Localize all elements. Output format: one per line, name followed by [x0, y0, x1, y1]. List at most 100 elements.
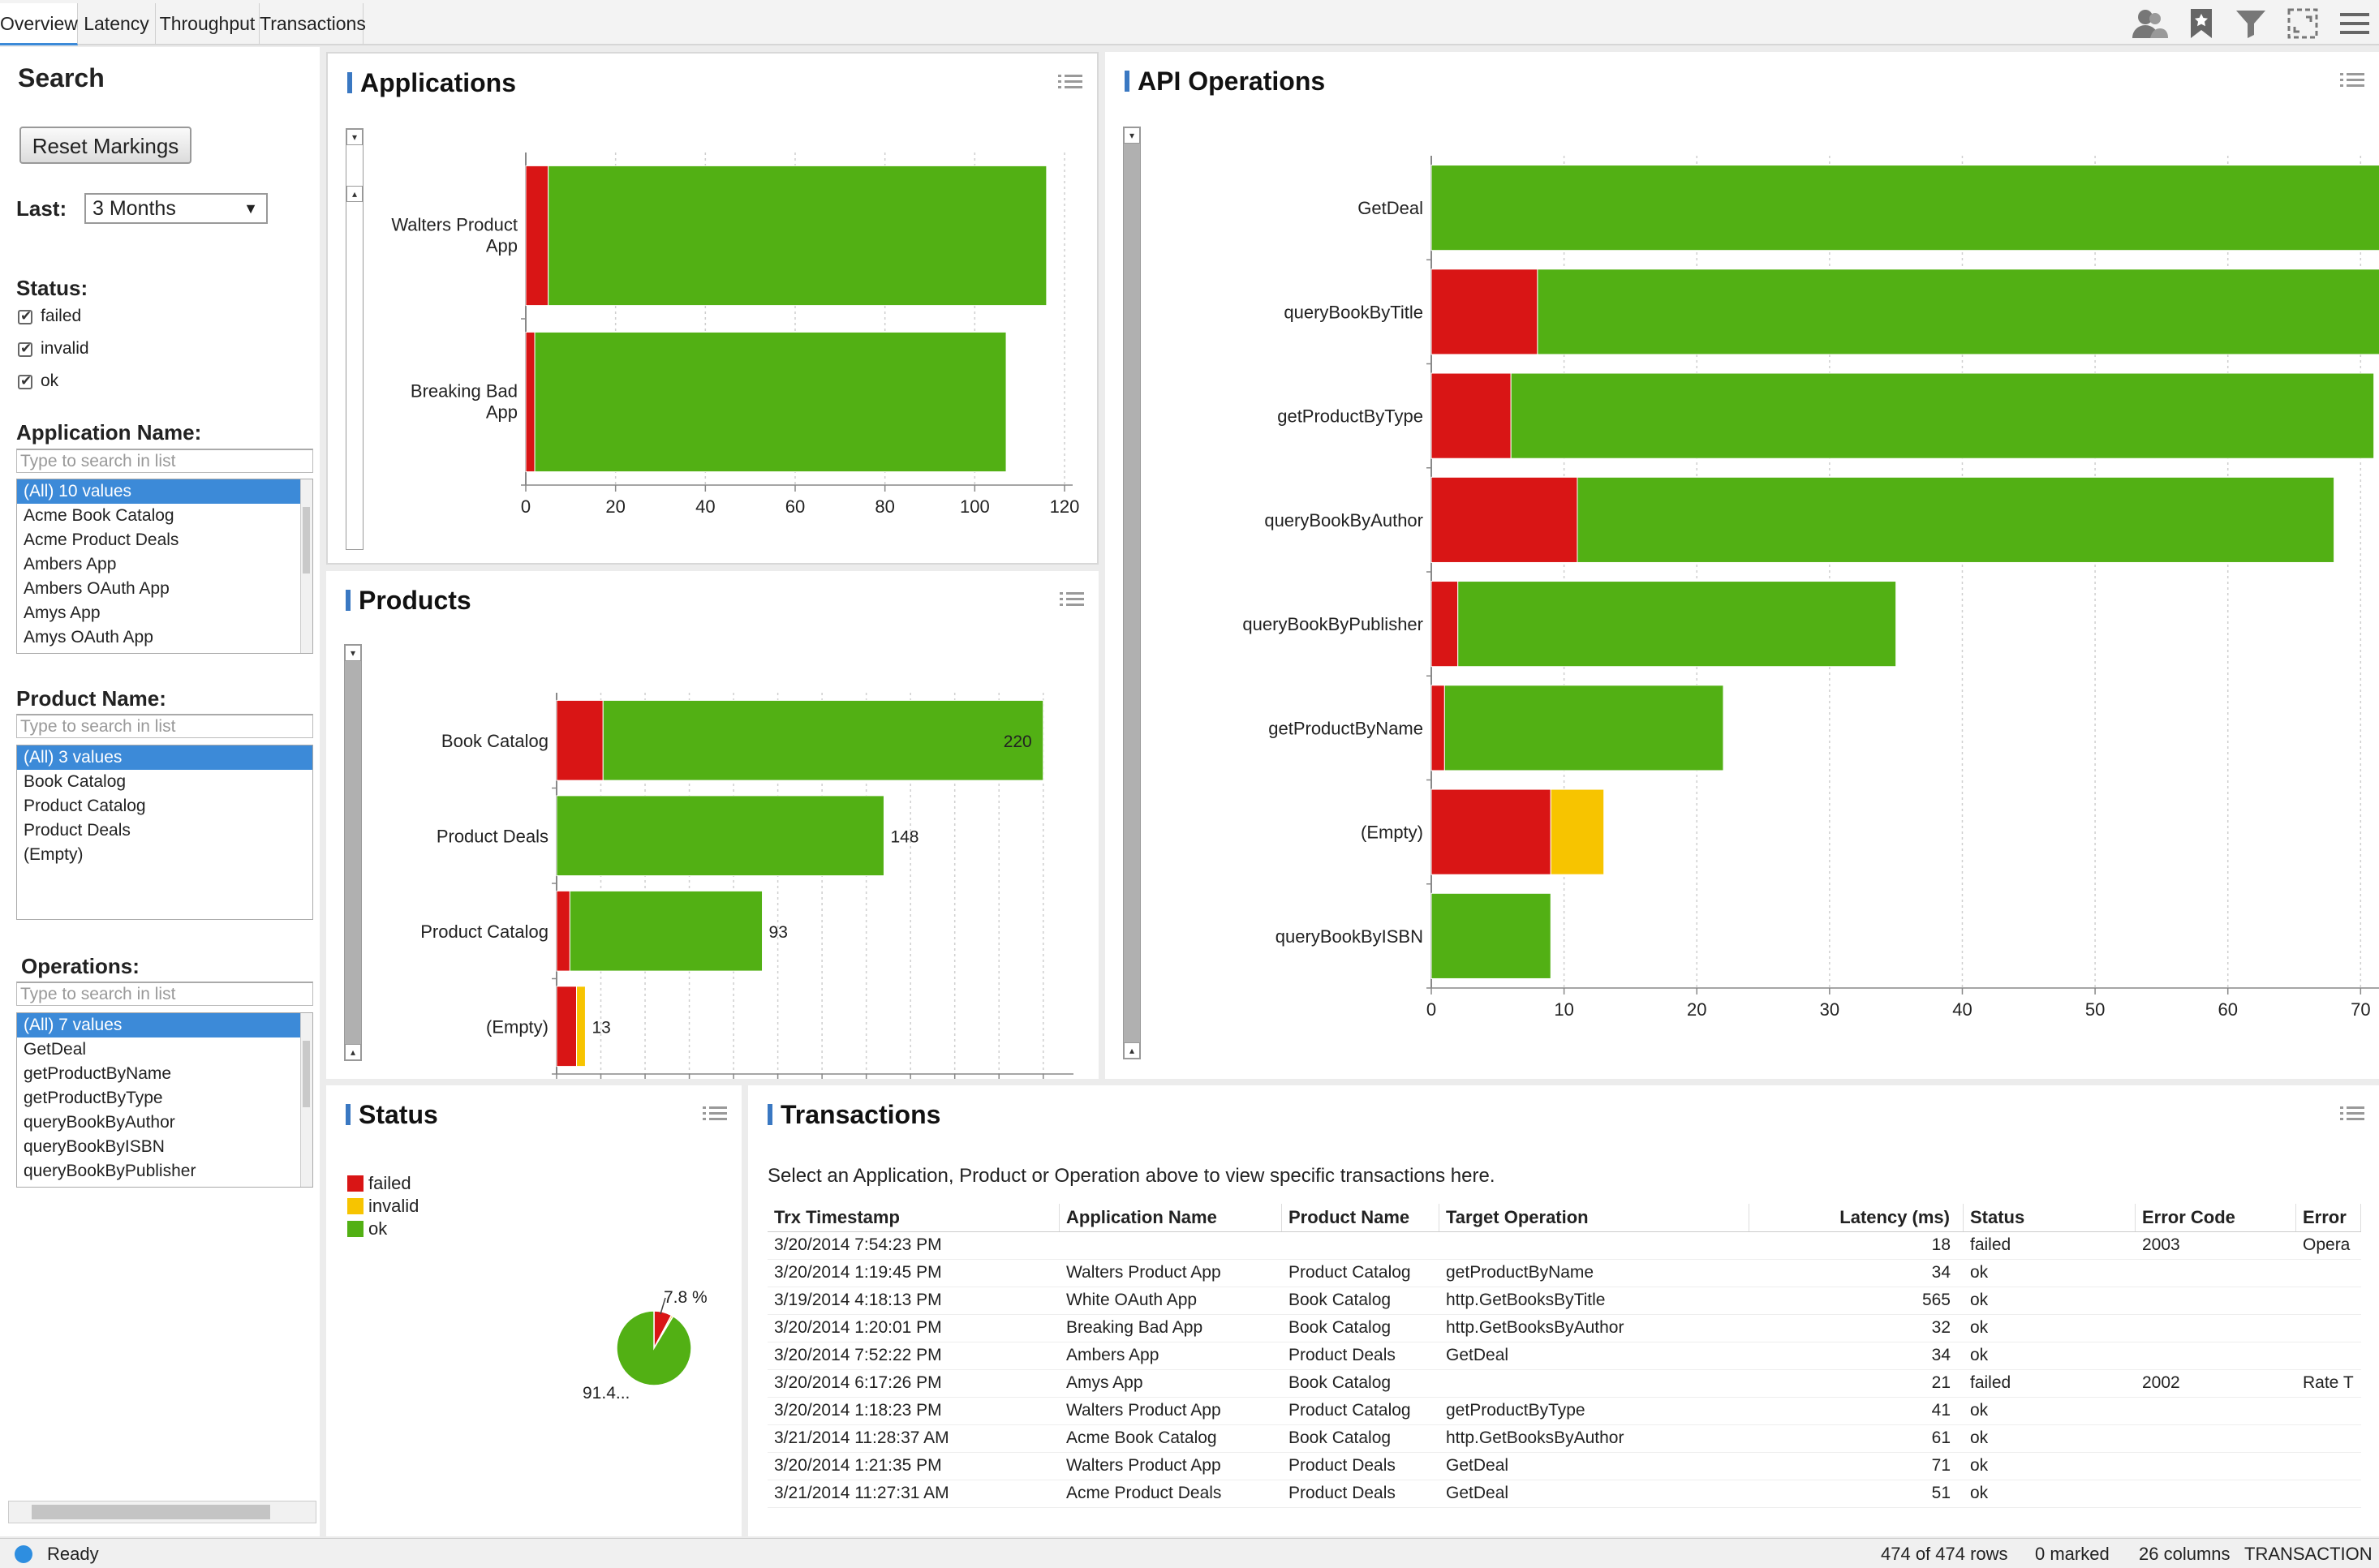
bar-segment-invalid[interactable] [576, 986, 586, 1068]
bar-segment-ok[interactable] [1510, 372, 2375, 459]
bar-segment-failed[interactable] [1430, 581, 1459, 668]
column-header[interactable]: Status [1964, 1204, 2136, 1231]
bar-segment-failed[interactable] [525, 331, 536, 473]
product-listbox[interactable]: (All) 3 values Book Catalog Product Catalo… [16, 745, 313, 920]
table-row[interactable]: 3/21/2014 11:28:37 AM Acme Book Catalog Bo… [768, 1424, 2361, 1453]
chart-scrollbar[interactable]: ▾ ▴ [346, 128, 364, 550]
column-header[interactable]: Latency (ms) [1749, 1204, 1964, 1231]
list-menu-icon[interactable] [1058, 73, 1082, 91]
sidebar-hscrollbar[interactable] [8, 1501, 316, 1523]
bar-segment-ok[interactable] [1443, 685, 1724, 771]
ops-search-input[interactable]: Type to search in list [16, 982, 313, 1006]
column-header[interactable]: Error [2296, 1204, 2361, 1231]
ops-list-item[interactable]: queryBookByAuthor [24, 1113, 175, 1132]
product-list-item[interactable]: (Empty) [24, 845, 84, 864]
table-row[interactable]: 3/20/2014 1:20:01 PM Breaking Bad App Book… [768, 1314, 2361, 1342]
bar-segment-failed[interactable] [556, 890, 570, 972]
list-menu-icon[interactable] [2340, 1105, 2364, 1123]
category-label[interactable]: queryBookByTitle [1284, 302, 1423, 322]
category-label[interactable]: queryBookByAuthor [1264, 510, 1423, 531]
bar-segment-ok[interactable] [548, 165, 1048, 307]
table-row[interactable]: 3/20/2014 6:17:26 PM Amys App Book Catalog… [768, 1369, 2361, 1398]
legend-item-ok[interactable]: ok [347, 1218, 387, 1239]
app-list-item[interactable]: Amys OAuth App [24, 628, 153, 647]
scroll-thumb-icon[interactable]: ▴ [346, 186, 363, 202]
tab-transactions[interactable]: Transactions [260, 3, 366, 44]
product-list-item[interactable]: Book Catalog [24, 772, 127, 791]
table-row[interactable]: 3/20/2014 1:18:23 PM Walters Product App P… [768, 1397, 2361, 1425]
chart-scrollbar[interactable]: ▾ ▴ [344, 644, 362, 1061]
bar-segment-ok[interactable] [602, 699, 1044, 781]
status-checkbox-failed[interactable]: failed [18, 307, 81, 326]
column-header[interactable]: Application Name [1060, 1204, 1282, 1231]
bar-segment-failed[interactable] [556, 699, 604, 781]
bar-segment-failed[interactable] [1430, 685, 1445, 771]
bar-segment-ok[interactable] [569, 890, 764, 972]
bookmark-icon[interactable] [2188, 7, 2215, 40]
app-list-item[interactable]: Amys App [24, 604, 101, 622]
table-row[interactable]: 3/20/2014 7:52:22 PM Ambers App Product De… [768, 1342, 2361, 1370]
bar-segment-ok[interactable] [534, 331, 1007, 473]
status-checkbox-invalid[interactable]: invalid [18, 339, 89, 359]
scroll-up-icon[interactable]: ▾ [345, 645, 361, 661]
category-label[interactable]: GetDeal [1357, 198, 1423, 218]
bar-segment-failed[interactable] [525, 165, 549, 307]
bar-segment-failed[interactable] [1430, 788, 1551, 875]
bar-segment-failed[interactable] [1430, 476, 1578, 563]
category-label[interactable]: queryBookByISBN [1276, 926, 1423, 947]
scrollbar[interactable] [300, 479, 312, 653]
bar-segment-ok[interactable] [1430, 165, 2379, 251]
scroll-up-icon[interactable]: ▾ [1124, 127, 1140, 144]
tab-throughput[interactable]: Throughput [156, 3, 260, 44]
column-header[interactable]: Product Name [1282, 1204, 1439, 1231]
scrollbar[interactable] [300, 1013, 312, 1187]
table-row[interactable]: 3/20/2014 1:21:35 PM Walters Product App P… [768, 1452, 2361, 1480]
filter-icon[interactable] [2235, 7, 2267, 40]
app-list-item[interactable]: Acme Product Deals [24, 531, 179, 549]
product-list-item[interactable]: Product Deals [24, 821, 131, 840]
app-listbox[interactable]: (All) 10 values Acme Book Catalog Acme Pro… [16, 479, 313, 654]
bar-segment-failed[interactable] [1430, 268, 1538, 355]
tab-latency[interactable]: Latency [78, 3, 156, 44]
users-icon[interactable] [2129, 7, 2168, 40]
data-table-name[interactable]: TRANSACTION [2244, 1544, 2373, 1564]
product-list-item[interactable]: Product Catalog [24, 797, 146, 815]
bar-segment-ok[interactable] [1577, 476, 2335, 563]
bar-segment-failed[interactable] [556, 986, 578, 1068]
table-row[interactable]: 3/20/2014 1:19:45 PM Walters Product App P… [768, 1259, 2361, 1287]
ops-listbox[interactable]: (All) 7 values GetDeal getProductByName get… [16, 1012, 313, 1188]
column-header[interactable]: Error Code [2136, 1204, 2296, 1231]
category-label[interactable]: getProductByName [1268, 718, 1423, 738]
chart-scrollbar[interactable]: ▾ ▴ [1123, 127, 1141, 1059]
reset-markings-button[interactable]: Reset Markings [19, 127, 191, 164]
app-search-input[interactable]: Type to search in list [16, 449, 313, 473]
list-menu-icon[interactable] [1060, 591, 1084, 608]
bar-segment-ok[interactable] [1537, 268, 2379, 355]
scroll-down-icon[interactable]: ▴ [345, 1044, 361, 1060]
ops-list-item[interactable]: queryBookByPublisher [24, 1162, 196, 1180]
tab-overview[interactable]: Overview [0, 3, 78, 45]
bar-segment-ok[interactable] [1430, 892, 1551, 979]
list-menu-icon[interactable] [2340, 71, 2364, 89]
category-label[interactable]: (Empty) [1361, 823, 1423, 843]
app-list-item[interactable]: Acme Book Catalog [24, 506, 174, 525]
app-list-item[interactable]: Ambers App [24, 555, 117, 574]
table-row[interactable]: 3/20/2014 7:54:23 PM 18 failed 2003 Opera [768, 1231, 2361, 1260]
status-checkbox-ok[interactable]: ok [18, 372, 58, 391]
fullscreen-icon[interactable] [2287, 7, 2319, 40]
pie-slice-ok[interactable] [616, 1310, 692, 1386]
app-list-item[interactable]: Ambers OAuth App [24, 579, 170, 598]
category-label[interactable]: Breaking Bad App [411, 381, 518, 423]
bar-segment-ok[interactable] [556, 795, 884, 877]
category-label[interactable]: Book Catalog [441, 731, 549, 751]
bar-segment-ok[interactable] [1457, 581, 1897, 668]
list-menu-icon[interactable] [703, 1105, 727, 1123]
category-label[interactable]: Walters Product App [391, 215, 518, 256]
column-header[interactable]: Trx Timestamp [768, 1204, 1060, 1231]
bar-segment-failed[interactable] [1430, 372, 1512, 459]
legend-item-failed[interactable]: failed [347, 1173, 411, 1194]
app-list-item[interactable]: (All) 10 values [17, 479, 312, 504]
bar-segment-invalid[interactable] [1550, 788, 1605, 875]
legend-item-invalid[interactable]: invalid [347, 1196, 419, 1217]
scroll-down-icon[interactable]: ▴ [1124, 1042, 1140, 1059]
